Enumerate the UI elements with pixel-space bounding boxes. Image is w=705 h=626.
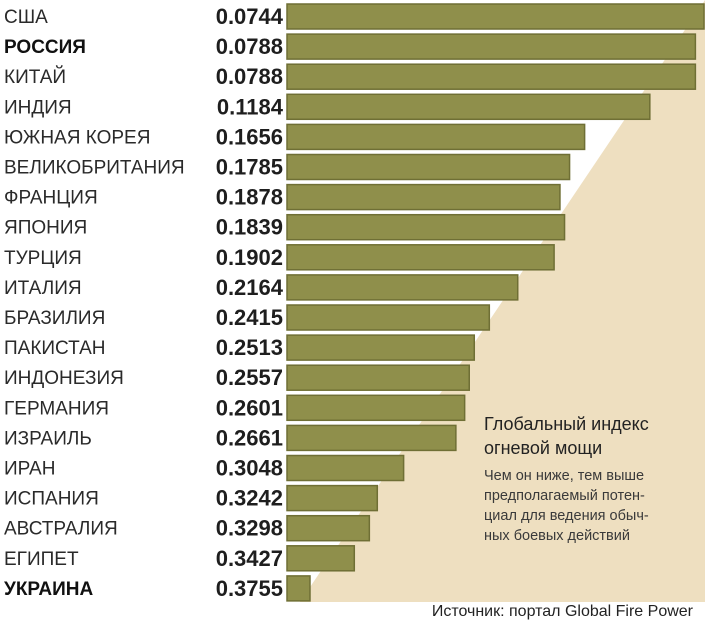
bar [286,213,566,241]
note-title-line: огневой мощи [484,438,603,458]
country-label: ЮЖНАЯ КОРЕЯ [4,127,150,148]
country-label: ЯПОНИЯ [4,218,87,239]
bar [286,3,705,30]
value-label: 0.0788 [216,64,283,89]
bar [286,454,405,482]
bar [286,93,651,121]
bar [286,123,586,151]
value-label: 0.3755 [216,576,283,601]
value-label: 0.1656 [216,124,283,149]
country-label: ТУРЦИЯ [4,248,82,269]
value-label: 0.0744 [216,4,284,29]
value-label: 0.1878 [216,185,283,210]
value-label: 0.2557 [216,365,283,390]
country-label: ИЗРАИЛЬ [4,428,92,449]
country-label: ИСПАНИЯ [4,489,99,510]
bar [286,244,555,271]
value-label: 0.2415 [216,305,283,330]
source-caption: Источник: портал Global Fire Power [431,603,693,620]
bar [286,304,491,331]
bar [286,394,466,422]
bar [286,424,457,452]
bar [286,334,476,361]
value-label: 0.1902 [216,245,283,270]
legend-note: Глобальный индекс огневой мощи Чем он ни… [474,402,692,575]
bar [286,63,697,90]
bar [286,514,371,542]
note-title: Глобальный индекс огневой мощи [484,412,682,460]
value-label: 0.3242 [216,486,283,511]
bar [286,545,356,572]
note-text: Чем он ниже, тем выше предполагаемый пот… [484,466,682,546]
country-label: ИНДОНЕЗИЯ [4,368,124,389]
country-label: ФРАНЦИЯ [4,188,98,209]
value-label: 0.1785 [216,155,283,180]
country-label: ПАКИСТАН [4,338,106,359]
value-label: 0.0788 [216,34,283,59]
country-label: ИТАЛИЯ [4,278,82,299]
value-label: 0.3427 [216,546,283,571]
country-label: ГЕРМАНИЯ [4,398,109,419]
value-label: 0.3298 [216,516,283,541]
country-label: УКРАИНА [4,579,94,600]
note-title-line: Глобальный индекс [484,414,649,434]
country-label: РОССИЯ [4,37,86,58]
bar [286,153,571,181]
country-label: ИНДИЯ [4,97,72,118]
value-label: 0.1184 [217,94,284,119]
country-label: АВСТРАЛИЯ [4,519,118,540]
bar [286,575,311,602]
country-label: БРАЗИЛИЯ [4,308,105,329]
country-label: США [4,7,48,28]
chart-rows: США 0.0744 РОССИЯ 0.0788 КИТАЙ 0.0788 ИНДИЯ 0.1… [4,3,705,602]
note-text-line: ных боевых действий [484,528,630,544]
value-label: 0.2601 [216,395,283,420]
note-text-line: Чем он ниже, тем выше [484,468,645,484]
note-text-line: циал для ведения обыч- [484,508,649,524]
country-label: ВЕЛИКОБРИТАНИЯ [4,158,185,179]
value-label: 0.2661 [216,425,283,450]
bar [286,484,379,512]
note-text-line: предполагаемый потен- [484,488,645,504]
country-label: КИТАЙ [4,66,66,88]
value-label: 0.2513 [216,335,283,360]
bar [286,183,561,211]
bar [286,364,470,391]
bar [286,33,697,60]
country-label: ЕГИПЕТ [4,549,79,570]
value-label: 0.1839 [216,215,283,240]
value-label: 0.3048 [216,456,283,481]
bar [286,274,519,301]
value-label: 0.2164 [216,275,284,300]
country-label: ИРАН [4,459,55,480]
